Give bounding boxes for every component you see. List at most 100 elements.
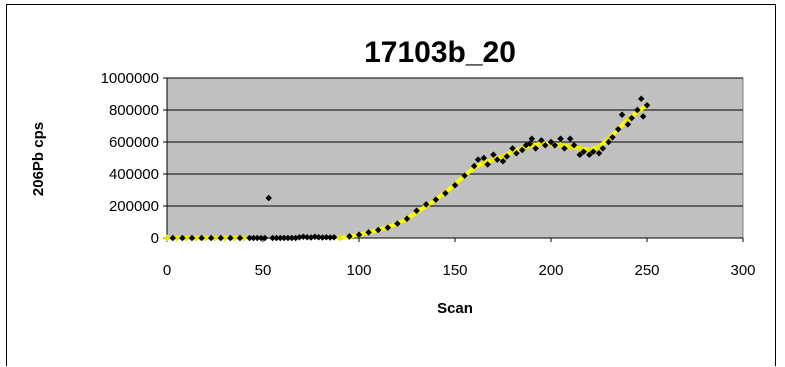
data-point: [227, 234, 234, 242]
x-tick-label: 0: [163, 262, 171, 279]
data-point: [269, 234, 276, 242]
data-point: [599, 145, 607, 152]
data-point: [484, 161, 491, 168]
fit-line-marker: [489, 156, 497, 164]
fit-line-marker: [173, 234, 181, 242]
fit-line-marker: [201, 234, 209, 242]
fit-line-marker: [230, 234, 238, 242]
y-axis-label: 206Pb cps: [30, 122, 47, 196]
y-tick-label: 1000000: [101, 70, 159, 87]
data-point: [323, 233, 330, 241]
y-tick-label: 0: [151, 230, 159, 247]
data-point: [277, 234, 284, 242]
data-point: [315, 233, 322, 241]
data-point: [188, 234, 196, 242]
data-point: [265, 194, 273, 202]
data-point: [513, 149, 520, 157]
data-point: [169, 234, 177, 242]
data-point: [384, 224, 392, 231]
fit-line-marker: [336, 234, 344, 242]
data-point: [355, 231, 363, 239]
data-point: [580, 148, 587, 155]
data-point: [303, 233, 311, 241]
data-point: [217, 234, 225, 242]
data-point: [557, 135, 564, 143]
data-point: [374, 226, 382, 234]
data-point: [532, 145, 539, 152]
chart-frame: 17103b_20 0 200000 400000 600000 800000 10000…: [6, 4, 776, 366]
fit-line-marker: [499, 152, 507, 160]
data-point: [413, 207, 420, 215]
data-point: [257, 234, 265, 242]
data-point: [490, 151, 497, 159]
data-point: [570, 141, 578, 149]
data-point: [493, 156, 501, 163]
data-point: [346, 233, 353, 240]
data-point: [300, 233, 307, 240]
x-axis-ticks: 0 50 100 150 200 250 300: [163, 238, 756, 279]
fit-line-marker: [192, 234, 200, 242]
data-point: [461, 172, 468, 179]
data-point: [261, 234, 269, 242]
x-axis-label: Scan: [437, 300, 473, 317]
x-tick-label: 150: [442, 262, 467, 279]
y-tick-label: 400000: [109, 166, 159, 183]
chart-title: 17103b_20: [364, 36, 516, 69]
grid-lines: [167, 77, 743, 207]
data-point: [296, 233, 303, 241]
fit-line-marker: [576, 144, 584, 152]
y-tick-label: 600000: [109, 134, 159, 151]
fit-line-marker: [211, 234, 219, 242]
data-point: [432, 196, 440, 203]
data-point: [609, 133, 616, 141]
x-tick-label: 300: [730, 262, 755, 279]
data-point: [207, 234, 215, 242]
data-point: [198, 234, 205, 242]
data-point: [561, 145, 568, 152]
fit-line-marker: [557, 141, 565, 149]
fit-line-marker: [221, 234, 229, 242]
data-point: [288, 234, 296, 242]
data-point: [576, 151, 584, 159]
data-point: [566, 135, 574, 143]
fit-line-marker: [163, 234, 171, 242]
data-point: [403, 215, 411, 223]
x-tick-label: 200: [538, 262, 563, 279]
data-point: [250, 234, 257, 242]
data-point: [422, 201, 430, 208]
fit-line-marker: [240, 234, 248, 242]
data-point: [311, 233, 319, 240]
data-point: [605, 138, 612, 146]
data-point: [326, 234, 334, 241]
data-point: [246, 234, 253, 242]
x-tick-label: 50: [255, 262, 272, 279]
data-point: [528, 135, 536, 143]
y-axis-ticks: 0 200000 400000 600000 800000 1000000: [101, 70, 167, 247]
data-point: [330, 233, 338, 241]
data-point: [284, 234, 292, 242]
data-point: [365, 229, 372, 236]
data-point: [480, 154, 488, 162]
data-point: [236, 234, 244, 242]
x-tick-label: 250: [634, 262, 659, 279]
data-point: [442, 189, 449, 197]
data-point: [394, 220, 401, 227]
data-point: [614, 125, 622, 133]
data-point: [179, 234, 186, 242]
chart-svg: 17103b_20 020000040000060000080000010000…: [30, 36, 756, 317]
data-point: [541, 141, 549, 149]
data-point: [280, 234, 288, 242]
data-point: [547, 138, 555, 146]
data-point: [319, 234, 326, 241]
data-point: [474, 156, 482, 163]
data-point: [589, 148, 597, 155]
y-tick-label: 200000: [109, 198, 159, 215]
x-tick-label: 100: [346, 262, 371, 279]
fit-line-marker: [182, 234, 190, 242]
data-point: [503, 153, 511, 160]
data-point: [273, 234, 280, 242]
data-point: [509, 145, 516, 152]
data-point: [518, 146, 526, 154]
data-point: [470, 162, 478, 170]
data-point: [526, 140, 534, 147]
